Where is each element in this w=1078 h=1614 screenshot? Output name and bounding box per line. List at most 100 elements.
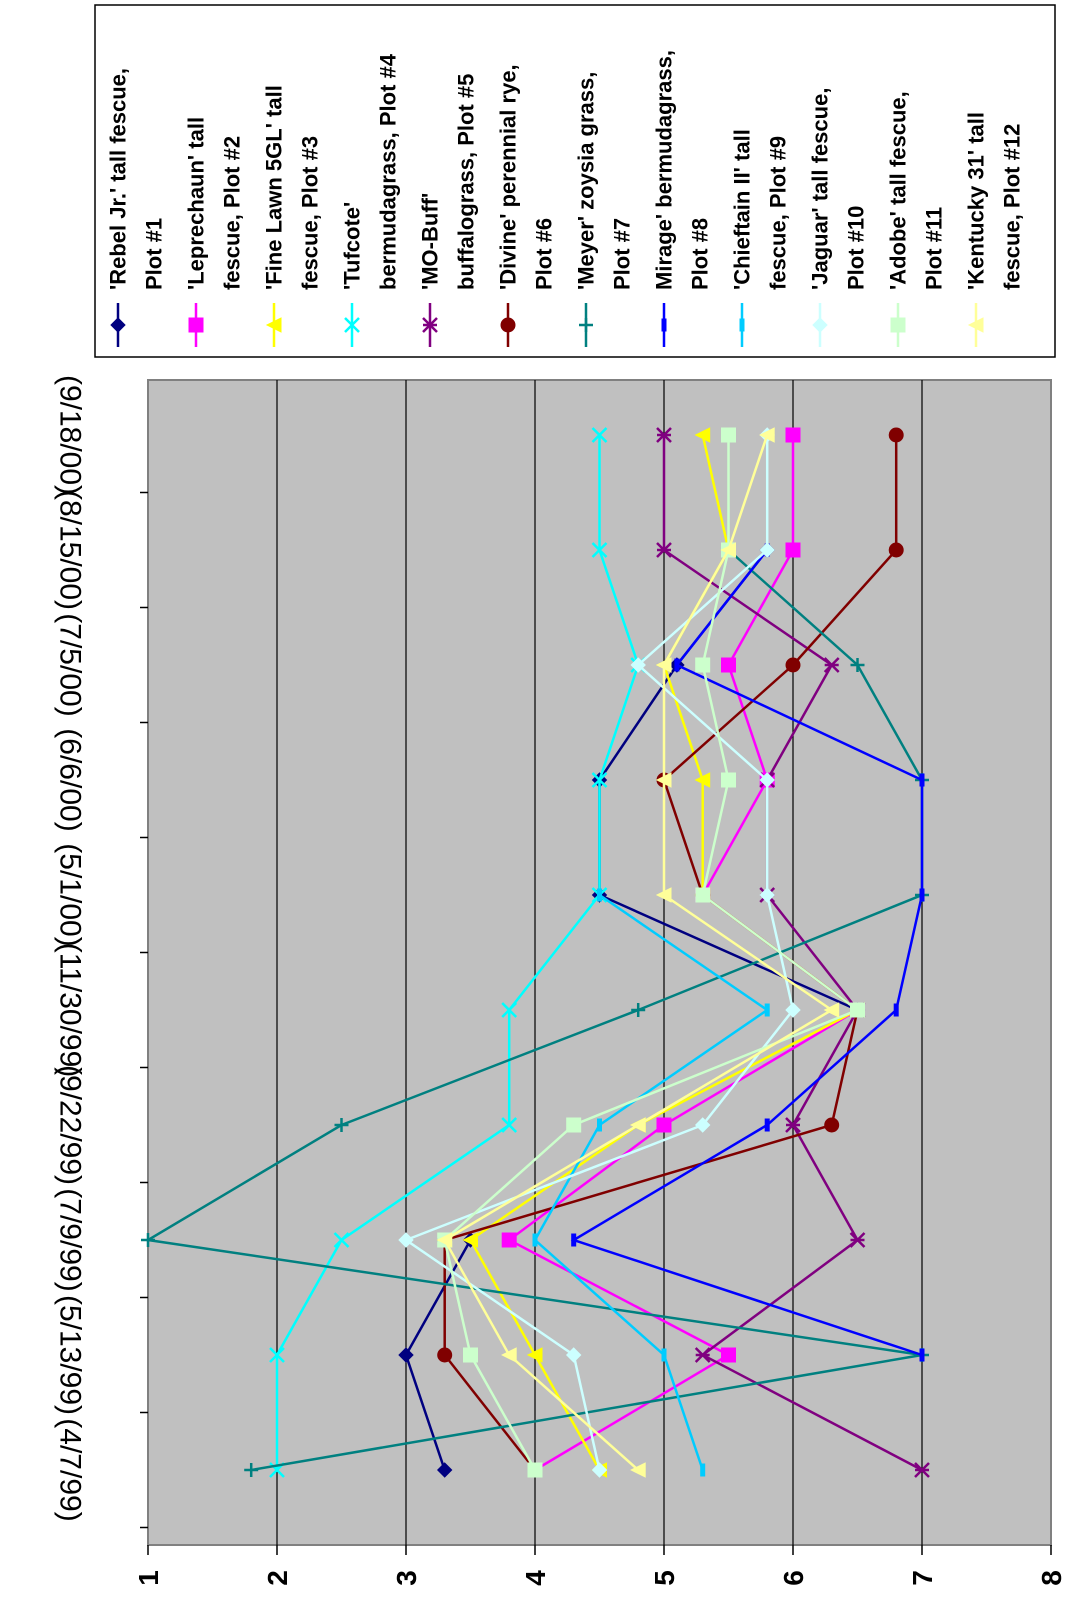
value-tick-label: 4 [520, 1570, 551, 1586]
category-tick-label: (11/30/99) [54, 943, 87, 1078]
legend-label: 'Rebel Jr.' tall fescue, [106, 68, 131, 290]
data-point [893, 1003, 899, 1017]
series-line [533, 893, 770, 1471]
data-point [630, 1117, 646, 1133]
data-point [914, 1462, 930, 1478]
legend-marker [500, 317, 516, 333]
legend-label: Plot #8 [688, 218, 713, 290]
series-line [662, 435, 923, 1472]
data-point [888, 542, 904, 558]
series-8 [570, 543, 925, 1362]
legend-marker [265, 317, 282, 333]
legend-label: Plot #7 [610, 218, 635, 290]
data-point [919, 773, 925, 787]
legend-label: buffalograss, Plot #5 [454, 74, 479, 290]
legend-label: 'Tufcote' [340, 202, 365, 290]
legend-marker [967, 317, 984, 333]
legend-marker [188, 317, 204, 333]
data-point [591, 427, 608, 443]
legend-label: 'MO-Buff' [418, 193, 443, 290]
data-point [850, 1002, 865, 1018]
value-tick-label: 2 [262, 1570, 293, 1586]
axes: 1 2 3 4 5 6 7 8 (4/7/99)(5/13/99) (7/9/99)(9/22/9… [54, 375, 1068, 1586]
data-point [333, 1232, 350, 1248]
legend-marker [812, 317, 828, 333]
data-point [700, 1463, 706, 1477]
data-point [759, 772, 775, 788]
data-point [462, 1232, 478, 1248]
legend-entry: Mirage' bermudagrass, Plot #8 [652, 50, 713, 347]
data-point [566, 1117, 582, 1133]
data-point [655, 657, 672, 673]
legend-label: Plot #10 [844, 206, 869, 290]
data-point [721, 772, 736, 788]
data-point [656, 427, 672, 443]
data-point [501, 1002, 518, 1018]
data-point [674, 658, 680, 672]
data-point [721, 657, 736, 673]
legend-label: Mirage' bermudagrass, [652, 50, 677, 290]
data-point [571, 1233, 577, 1247]
data-point [437, 1347, 453, 1363]
value-tick-label: 8 [1036, 1570, 1067, 1586]
data-point [436, 1232, 453, 1248]
legend-label: 'Divine' perennial rye, [496, 64, 521, 290]
data-point [398, 1347, 414, 1363]
data-point [501, 1117, 518, 1133]
value-tick-label: 1 [133, 1570, 164, 1586]
data-point [721, 1347, 736, 1363]
value-tick-label: 6 [778, 1570, 809, 1586]
data-point [694, 1347, 711, 1363]
series-9 [532, 888, 770, 1477]
value-tick-label: 5 [649, 1570, 680, 1586]
data-point [919, 1348, 925, 1362]
legend-marker [344, 317, 360, 333]
legend-entry: 'MO-Buff' buffalograss, Plot #5 [418, 74, 479, 347]
plot-area [147, 379, 1052, 1546]
data-point [823, 1002, 840, 1018]
legend-marker [661, 318, 667, 332]
data-point [591, 542, 608, 558]
legend-label: 'Fine Lawn 5GL' tall [262, 85, 287, 290]
legend-label: bermudagrass, Plot #4 [376, 53, 401, 290]
category-tick-label: (4/7/99) [54, 1418, 87, 1521]
series-line [570, 549, 924, 1357]
category-tick-label: (7/9/99) [54, 1188, 87, 1291]
data-point [823, 657, 840, 673]
legend-marker [422, 317, 438, 333]
data-point [759, 542, 775, 558]
data-point [764, 1003, 770, 1017]
legend-entry: 'Adobe' tall fescue, Plot #11 [886, 91, 947, 347]
data-point [661, 1348, 667, 1362]
category-tick-label: (7/5/00) [54, 613, 87, 716]
data-point [244, 1463, 259, 1477]
data-point [785, 1117, 801, 1133]
data-point [888, 427, 904, 443]
data-point [631, 1003, 646, 1017]
data-point [759, 427, 775, 443]
category-tick-label: (8/15/00) [54, 490, 87, 610]
category-tick-label: (5/13/99) [54, 1295, 87, 1415]
legend-marker [579, 318, 593, 332]
data-point [501, 1232, 517, 1248]
legend-entry: 'Divine' perennial rye, Plot #6 [496, 64, 557, 347]
legend-marker [739, 318, 745, 332]
data-point [764, 1118, 770, 1132]
data-point [849, 1232, 866, 1248]
data-point [919, 888, 925, 902]
legend-label: 'Meyer' zoysia grass, [574, 72, 599, 290]
data-point [785, 427, 801, 443]
legend-label: fescue, Plot #2 [220, 136, 245, 290]
data-point [334, 1118, 349, 1132]
data-point [720, 542, 736, 558]
data-point [656, 1117, 672, 1133]
legend-box [94, 4, 1056, 358]
legend-label: 'Jaguar' tall fescue, [808, 88, 833, 290]
data-point [565, 1347, 582, 1363]
series-line [443, 435, 861, 1471]
legend: 'Rebel Jr.' tall fescue, Plot #1 'Leprecha… [94, 4, 1056, 358]
data-point [269, 1347, 285, 1363]
series-line [275, 435, 640, 1470]
data-point [785, 657, 801, 673]
legend-label: fescue, Plot #9 [766, 136, 791, 290]
